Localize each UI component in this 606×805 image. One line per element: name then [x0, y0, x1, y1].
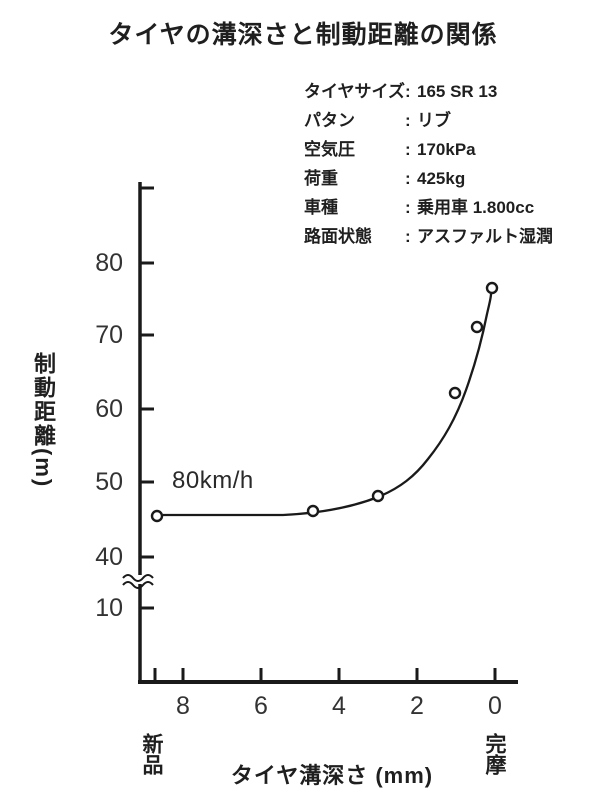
data-points: [150, 281, 499, 523]
spec-colon: :: [405, 140, 411, 159]
spec-colon: :: [405, 82, 411, 101]
x-axis-ticks: [153, 668, 497, 681]
y-axis-ticks: [141, 186, 154, 610]
x-end-label-new: 新品: [140, 733, 163, 775]
chart-title: タイヤの溝深さと制動距離の関係: [108, 21, 498, 49]
braking-distance-curve: [163, 293, 493, 517]
y-tick-label-10: 10: [95, 594, 123, 622]
spec-row-tire-size: タイヤサイズ:165 SR 13: [304, 77, 553, 106]
spec-value: リブ: [417, 111, 451, 130]
spec-value: 170kPa: [417, 140, 476, 159]
y-axis-break: [122, 574, 154, 589]
spec-label: パタン: [304, 111, 355, 130]
data-point-1mm: [448, 386, 462, 400]
y-tick-label-80: 80: [95, 249, 123, 277]
spec-label: 空気圧: [304, 140, 355, 159]
spec-value: 425kg: [417, 169, 466, 188]
spec-row-road-condition: 路面状態: アスファルト湿潤: [304, 222, 553, 251]
speed-annotation: 80km/h: [172, 467, 254, 494]
spec-row-load: 荷重:425kg: [304, 164, 553, 193]
x-end-label-worn: 完摩: [483, 733, 506, 775]
x-tick-label-8: 8: [176, 692, 190, 720]
spec-row-air-pressure: 空気圧:170kPa: [304, 135, 553, 164]
y-tick-label-70: 70: [95, 321, 123, 349]
spec-value: 165 SR 13: [417, 82, 498, 101]
spec-value: アスファルト湿潤: [417, 227, 553, 246]
spec-colon: :: [405, 169, 411, 188]
y-tick-label-50: 50: [95, 468, 123, 496]
spec-label: 車種: [304, 198, 338, 217]
spec-row-vehicle: 車種: 乗用車 1.800cc: [304, 193, 553, 222]
spec-label: 荷重: [304, 169, 338, 188]
test-conditions-block: タイヤサイズ:165 SR 13 パタン: リブ 空気圧:170kPa 荷重:42…: [304, 77, 553, 251]
x-tick-label-4: 4: [332, 692, 346, 720]
spec-label: タイヤサイズ: [304, 82, 405, 101]
data-point-4.7mm: [306, 504, 320, 518]
x-tick-label-2: 2: [410, 692, 424, 720]
spec-label: 路面状態: [304, 227, 372, 246]
spec-row-pattern: パタン: リブ: [304, 106, 553, 135]
spec-value: 乗用車 1.800cc: [417, 198, 535, 217]
spec-colon: :: [405, 227, 411, 246]
data-point-3mm: [371, 489, 385, 503]
x-tick-label-6: 6: [254, 692, 268, 720]
data-point-0.1mm: [485, 281, 499, 295]
y-tick-label-40: 40: [95, 543, 123, 571]
data-point-8.7mm: [150, 509, 164, 523]
spec-colon: :: [405, 198, 411, 217]
x-axis-title: タイヤ溝深さ (mm): [230, 763, 434, 788]
x-tick-label-0: 0: [488, 692, 502, 720]
y-axis-title: 制動距離(m): [31, 352, 56, 489]
spec-colon: :: [405, 111, 411, 130]
y-tick-label-60: 60: [95, 395, 123, 423]
data-point-0.5mm: [470, 320, 484, 334]
